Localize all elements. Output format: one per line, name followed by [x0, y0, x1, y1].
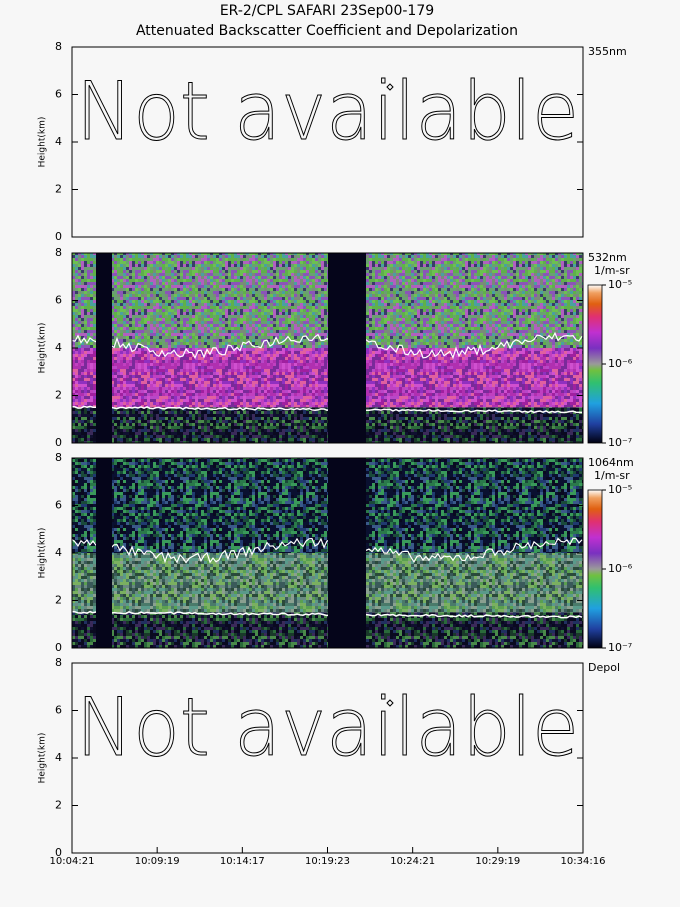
y-tick-label: 2 [55, 799, 62, 812]
chart-title: ER-2/CPL SAFARI 23Sep00-179 [220, 3, 434, 19]
backscatter-upper [72, 458, 583, 553]
y-tick-label: 8 [55, 656, 62, 669]
backscatter-lower [72, 407, 583, 443]
x-tick-label: 10:09:19 [135, 856, 180, 867]
colorbar-tick-label: 10⁻⁶ [608, 562, 633, 575]
colorbar [587, 284, 603, 444]
panel-label: Depol [588, 661, 620, 674]
x-tick-label: 10:19:23 [305, 856, 350, 867]
y-axis-label: Height(km) [38, 528, 48, 579]
x-tick-label: 10:34:16 [561, 856, 606, 867]
marker [386, 699, 394, 707]
y-tick-label: 4 [55, 341, 62, 354]
layer-top [71, 331, 583, 360]
y-tick-label: 8 [55, 246, 62, 259]
colorbar-tick-label: 10⁻⁶ [608, 357, 633, 370]
ground-return [71, 405, 583, 414]
y-tick-label: 2 [55, 389, 62, 402]
y-tick-label: 2 [55, 183, 62, 196]
colorbar-tick-label: 10⁻⁷ [608, 641, 632, 654]
y-tick-label: 4 [55, 751, 62, 764]
colorbar-label: 1/m-sr [594, 469, 630, 482]
y-tick-label: 8 [55, 40, 62, 53]
y-axis-label: Height(km) [38, 117, 48, 168]
backscatter-layer [72, 553, 583, 613]
y-tick-label: 0 [55, 641, 62, 654]
annotation: Not available [76, 65, 579, 158]
colorbar-tick-label: 10⁻⁵ [608, 278, 632, 291]
colorbar-label: 1/m-sr [594, 264, 630, 277]
annotation: Not available [76, 681, 579, 774]
colorbar [587, 489, 603, 649]
panel-label: 1064nm [588, 456, 634, 469]
y-tick-label: 8 [55, 451, 62, 464]
data-gap [328, 253, 366, 443]
y-tick-label: 0 [55, 846, 62, 859]
x-tick-label: 10:14:17 [220, 856, 265, 867]
x-tick-label: 10:24:21 [390, 856, 435, 867]
y-axis-label: Height(km) [38, 323, 48, 374]
backscatter-lower [72, 612, 583, 648]
y-tick-label: 6 [55, 294, 62, 307]
y-axis-label: Height(km) [38, 733, 48, 784]
colorbar-tick-label: 10⁻⁵ [608, 483, 632, 496]
ground-return [71, 610, 583, 619]
backscatter-upper [72, 253, 583, 348]
data-gap [328, 458, 366, 648]
x-tick-label: 10:29:19 [475, 856, 520, 867]
data-gap [96, 458, 112, 648]
marker [386, 83, 394, 91]
y-tick-label: 2 [55, 594, 62, 607]
y-tick-label: 6 [55, 88, 62, 101]
panel-label: 355nm [588, 45, 627, 58]
chart-subtitle: Attenuated Backscatter Coefficient and D… [136, 23, 518, 39]
y-tick-label: 6 [55, 499, 62, 512]
panel-label: 532nm [588, 251, 627, 264]
y-tick-label: 0 [55, 230, 62, 243]
x-tick-label: 10:04:21 [50, 856, 95, 867]
layer-top [71, 537, 583, 564]
y-tick-label: 4 [55, 546, 62, 559]
colorbar-tick-label: 10⁻⁷ [608, 436, 632, 449]
data-gap [96, 253, 112, 443]
y-tick-label: 0 [55, 436, 62, 449]
y-tick-label: 6 [55, 704, 62, 717]
y-tick-label: 4 [55, 135, 62, 148]
backscatter-layer [72, 348, 583, 408]
